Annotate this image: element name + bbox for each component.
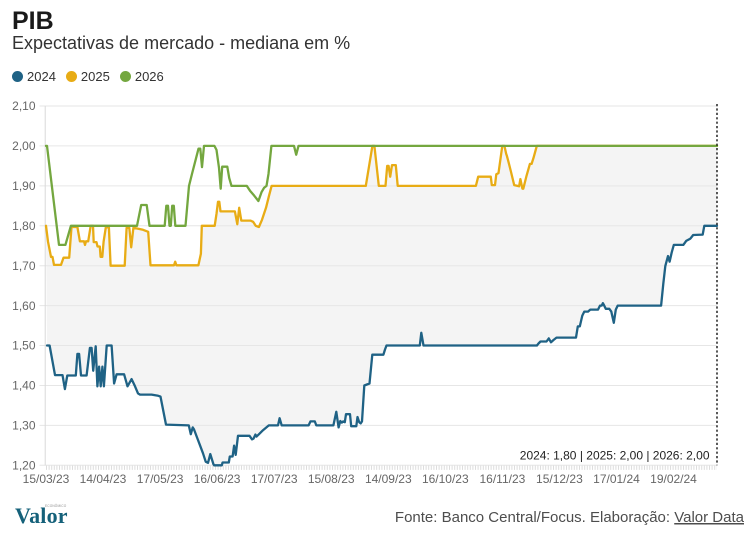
svg-text:17/07/23: 17/07/23 bbox=[251, 472, 298, 486]
svg-text:1,20: 1,20 bbox=[12, 459, 36, 473]
svg-text:2,00: 2,00 bbox=[12, 139, 36, 153]
svg-text:1,50: 1,50 bbox=[12, 339, 36, 353]
svg-text:16/06/23: 16/06/23 bbox=[194, 472, 241, 486]
svg-text:2,10: 2,10 bbox=[12, 99, 36, 113]
svg-text:1,80: 1,80 bbox=[12, 219, 36, 233]
svg-text:1,60: 1,60 bbox=[12, 299, 36, 313]
svg-text:15/08/23: 15/08/23 bbox=[308, 472, 355, 486]
svg-text:15/03/23: 15/03/23 bbox=[23, 472, 70, 486]
svg-text:1,30: 1,30 bbox=[12, 419, 36, 433]
svg-text:14/09/23: 14/09/23 bbox=[365, 472, 412, 486]
svg-text:1,40: 1,40 bbox=[12, 379, 36, 393]
svg-text:14/04/23: 14/04/23 bbox=[80, 472, 127, 486]
svg-text:2024: 1,80 | 2025: 2,00 | 2026: 2024: 1,80 | 2025: 2,00 | 2026: 2,00 bbox=[520, 449, 710, 463]
svg-text:16/10/23: 16/10/23 bbox=[422, 472, 469, 486]
svg-text:Fonte: Banco Central/Focus. El: Fonte: Banco Central/Focus. Elaboração: … bbox=[395, 509, 745, 526]
svg-text:1,90: 1,90 bbox=[12, 179, 36, 193]
svg-text:1,70: 1,70 bbox=[12, 259, 36, 273]
svg-text:16/11/23: 16/11/23 bbox=[479, 472, 525, 486]
svg-text:17/05/23: 17/05/23 bbox=[137, 472, 184, 486]
svg-text:15/12/23: 15/12/23 bbox=[536, 472, 583, 486]
svg-text:17/01/24: 17/01/24 bbox=[593, 472, 640, 486]
svg-text:19/02/24: 19/02/24 bbox=[650, 472, 697, 486]
